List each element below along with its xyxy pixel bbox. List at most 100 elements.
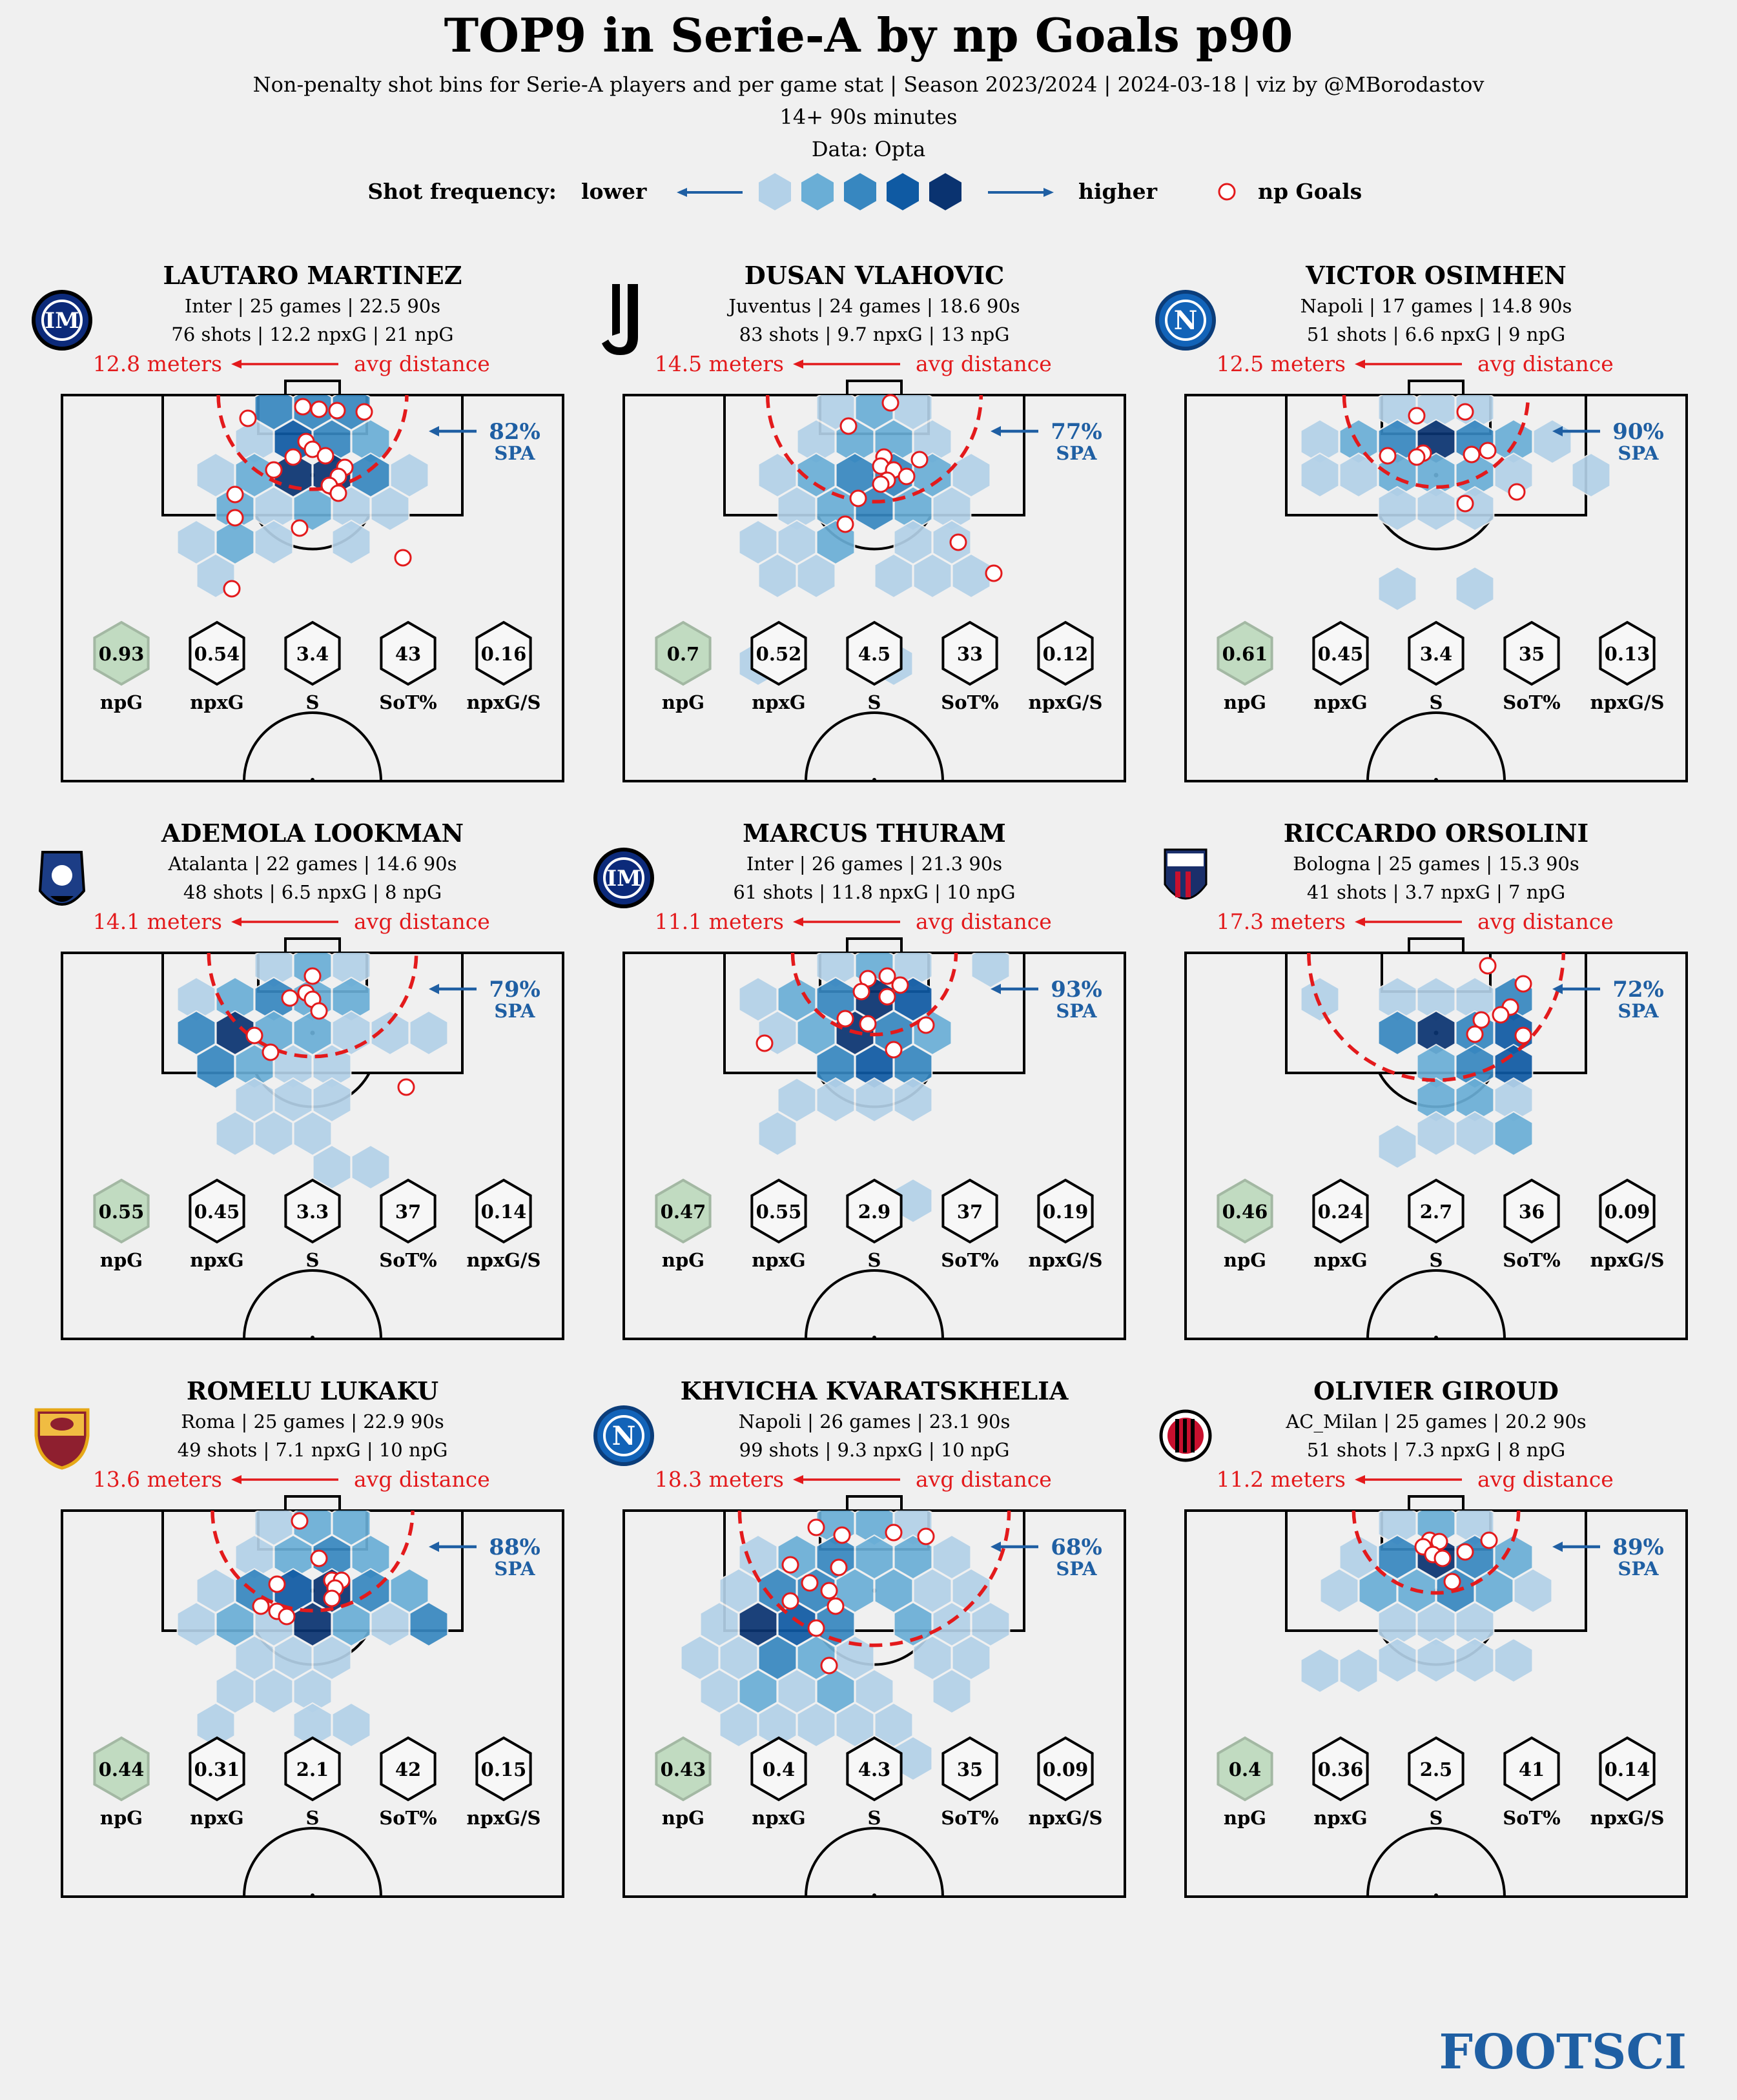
stat-hex-npg xyxy=(655,1178,712,1244)
stat-hex-npxgs xyxy=(1599,1178,1656,1244)
stat-value: 0.09 xyxy=(1605,1201,1650,1223)
stat-hex-npxg xyxy=(750,620,807,686)
stat-value: 2.9 xyxy=(858,1201,890,1223)
shot-bin xyxy=(370,485,410,532)
spa-value: 90% xyxy=(1612,419,1664,445)
shot-bin xyxy=(1339,452,1379,498)
shot-bin xyxy=(351,1144,391,1190)
shot-bin xyxy=(293,1110,333,1157)
napoli-logo: N xyxy=(593,1405,654,1466)
goal-marker xyxy=(310,400,328,418)
shot-bin xyxy=(1377,485,1417,532)
stat-value: 0.36 xyxy=(1318,1758,1364,1780)
stat-hex-npg xyxy=(93,1178,150,1244)
center-spot xyxy=(872,778,876,782)
stat-hex-npg xyxy=(93,620,150,686)
goal-marker xyxy=(1456,494,1474,513)
player-panel-3: VICTOR OSIMHEN Napoli | 17 games | 14.8 9… xyxy=(1155,261,1688,782)
shot-bin xyxy=(254,1110,294,1157)
stat-value: 37 xyxy=(957,1201,983,1223)
stat-hex-npxgs xyxy=(1599,620,1656,686)
shot-bin xyxy=(835,1702,875,1748)
stat-hex-sot xyxy=(380,1736,437,1802)
avg-distance-label: avg distance xyxy=(916,909,1052,934)
stat-hex-sot xyxy=(941,1736,998,1802)
stat-value: 0.24 xyxy=(1318,1201,1364,1223)
stat-label: npxG xyxy=(1313,1807,1367,1829)
brand-footer: FOOTSCI xyxy=(1439,2024,1687,2080)
goal-marker xyxy=(781,1556,799,1574)
goal-marker xyxy=(268,1575,286,1593)
napoli-logo-inner xyxy=(603,1415,644,1456)
shot-bin xyxy=(1377,1637,1417,1684)
stat-hex-npxg xyxy=(189,620,245,686)
goal-marker xyxy=(310,1549,328,1567)
spa-label: SPA xyxy=(1056,1000,1097,1022)
player-club-line: Bologna | 25 games | 15.3 90s xyxy=(1293,853,1579,875)
stat-label: npxG/S xyxy=(1029,1249,1103,1271)
shot-bin xyxy=(273,1635,313,1681)
shot-bin xyxy=(1300,1647,1340,1694)
shot-bin xyxy=(777,519,817,566)
avg-distance-value: 12.8 meters xyxy=(93,351,222,376)
stat-value: 0.44 xyxy=(99,1758,145,1780)
shot-bin xyxy=(893,1077,933,1123)
stat-hex-npxgs xyxy=(475,1736,532,1802)
stat-label: npxG xyxy=(1313,1249,1367,1271)
stat-value: 3.4 xyxy=(296,643,329,665)
goal-marker xyxy=(827,1597,845,1615)
goal-marker xyxy=(294,398,312,416)
avg-distance-label: avg distance xyxy=(916,351,1052,376)
player-panel-5: MARCUS THURAM Inter | 26 games | 21.3 90s… xyxy=(593,819,1126,1340)
stat-hex-sot xyxy=(1503,620,1560,686)
stat-label: SoT% xyxy=(1503,691,1560,713)
figure-title: TOP9 in Serie-A by np Goals p90 xyxy=(444,8,1293,63)
avg-distance-label: avg distance xyxy=(1477,909,1614,934)
stat-value: 0.4 xyxy=(1229,1758,1261,1780)
stat-value: 0.45 xyxy=(1318,643,1364,665)
shot-bins xyxy=(176,395,429,599)
stat-value: 0.15 xyxy=(481,1758,527,1780)
spa-value: 77% xyxy=(1051,419,1102,445)
stat-value: 0.55 xyxy=(99,1201,145,1223)
shot-bin xyxy=(389,1567,429,1614)
shot-bin xyxy=(912,553,952,599)
player-club-line: Napoli | 17 games | 14.8 90s xyxy=(1300,295,1572,317)
shot-bin xyxy=(312,1077,352,1123)
goal-marker xyxy=(878,988,896,1006)
spa-arrowhead xyxy=(429,984,439,994)
shot-bin xyxy=(1339,1534,1379,1580)
goal-marker xyxy=(807,1619,825,1637)
player-club-line: Inter | 26 games | 21.3 90s xyxy=(746,853,1002,875)
stat-value: 0.31 xyxy=(194,1758,240,1780)
shot-bin xyxy=(1494,1110,1534,1157)
goal-marker xyxy=(898,467,916,485)
stat-hex-sot xyxy=(941,1178,998,1244)
legend-arrowhead-left xyxy=(677,188,687,197)
shot-bin xyxy=(1513,1567,1553,1614)
spa-arrowhead xyxy=(1552,984,1563,994)
legend: Shot frequency: lower higher np Goals xyxy=(367,171,1362,212)
shot-bin xyxy=(971,953,1011,989)
goal-marker xyxy=(1456,1543,1474,1561)
stat-label: S xyxy=(1430,1249,1443,1271)
goal-marker xyxy=(226,509,244,527)
juventus-logo-j xyxy=(602,284,638,355)
stat-label: npxG/S xyxy=(467,1249,541,1271)
atalanta-logo-base xyxy=(50,896,74,902)
avg-distance-arc xyxy=(1352,1511,1521,1595)
shot-bins xyxy=(1300,976,1534,1170)
goal-marker xyxy=(917,1016,935,1034)
center-circle xyxy=(805,711,944,782)
goal-marker xyxy=(807,1518,825,1536)
goal-marker xyxy=(836,515,854,533)
goal-frame xyxy=(846,1495,903,1512)
stat-label: npxG xyxy=(1313,691,1367,713)
shot-bin xyxy=(331,1702,371,1748)
shot-bin xyxy=(351,1567,391,1614)
goal-marker xyxy=(839,417,858,435)
minutes-note: 14+ 90s minutes xyxy=(779,105,957,129)
shot-bin xyxy=(1455,566,1495,612)
goal-frame xyxy=(1408,1495,1465,1512)
avg-distance-arc xyxy=(1342,395,1530,489)
